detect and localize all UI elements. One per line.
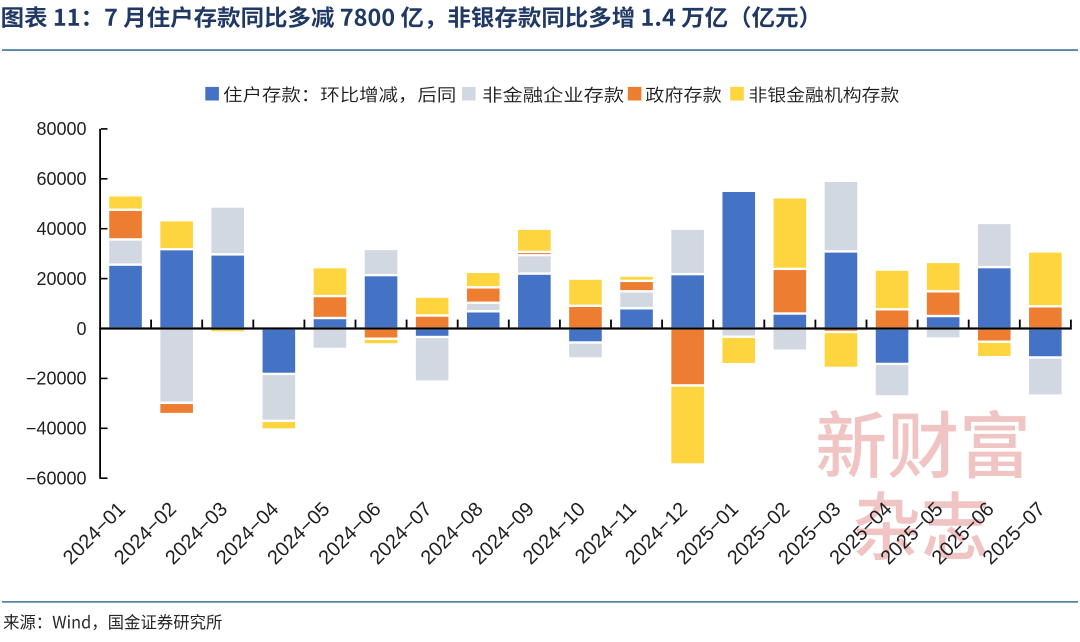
svg-text:−60000: −60000 xyxy=(26,469,87,489)
svg-text:40000: 40000 xyxy=(36,219,86,239)
svg-text:−20000: −20000 xyxy=(26,369,87,389)
svg-text:20000: 20000 xyxy=(36,269,86,289)
svg-text:60000: 60000 xyxy=(36,169,86,189)
svg-text:−40000: −40000 xyxy=(26,419,87,439)
svg-text:80000: 80000 xyxy=(36,119,86,139)
svg-text:0: 0 xyxy=(76,319,86,339)
